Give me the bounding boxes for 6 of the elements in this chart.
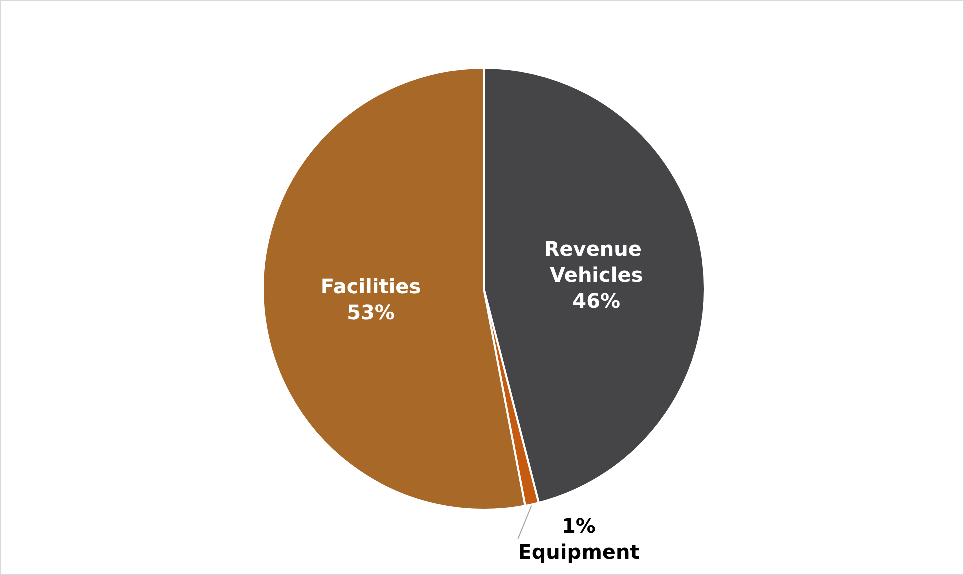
slice-label: Revenue Vehicles (544, 236, 649, 287)
slice-label: Equipment (518, 540, 640, 564)
data-label: 53% (347, 300, 395, 325)
data-label: 1% (562, 514, 596, 538)
slice-label: Facilities (320, 274, 422, 299)
data-label: 46% (572, 288, 621, 313)
